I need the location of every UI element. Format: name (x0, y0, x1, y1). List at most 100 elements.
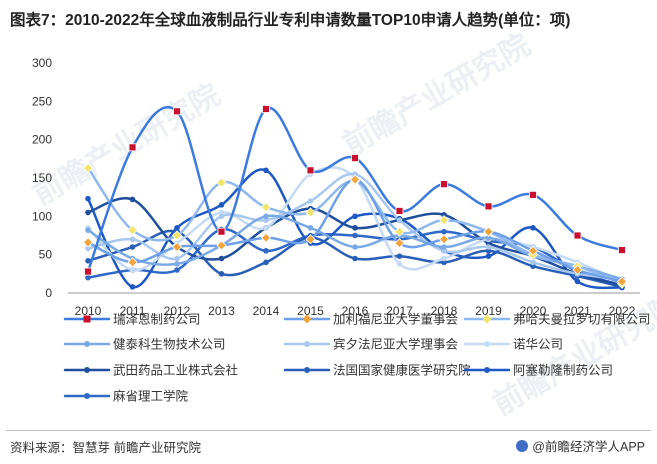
data-point (218, 213, 225, 220)
data-point (485, 248, 492, 254)
data-point (85, 227, 91, 233)
data-point (307, 198, 314, 204)
data-point (438, 215, 450, 226)
data-point (174, 255, 180, 262)
legend-item: 阿塞勒隆制药公司 (463, 363, 613, 378)
data-point (174, 261, 180, 267)
data-point (129, 267, 136, 273)
data-point (263, 213, 269, 220)
data-point (483, 226, 494, 237)
legend-item: 武田药品工业株式会社 (63, 363, 238, 378)
x-tick-label: 2018 (431, 304, 458, 318)
data-point (618, 246, 626, 254)
y-tick-label: 300 (32, 56, 52, 70)
data-point (82, 162, 94, 174)
data-point (82, 237, 94, 248)
legend-marker (302, 314, 312, 324)
data-point (349, 174, 361, 185)
x-tick-label: 2021 (564, 304, 591, 318)
data-point (485, 240, 492, 246)
source-note: 资料来源：智慧芽 前瞻产业研究院 (10, 441, 201, 455)
data-point (174, 267, 180, 273)
x-tick-label: 2014 (253, 304, 280, 318)
data-point (352, 255, 358, 262)
data-point (572, 264, 583, 276)
brand-label: @前瞻经济学人APP (516, 436, 645, 455)
data-point (129, 236, 136, 243)
data-point (129, 196, 136, 203)
legend-item: 诺华公司 (463, 337, 563, 352)
x-tick-label: 2017 (386, 304, 413, 318)
legend-label: 武田药品工业株式会社 (113, 363, 238, 378)
legend-label: 法国国家健康医学研究院 (333, 363, 471, 378)
data-point (438, 234, 450, 245)
data-point (351, 154, 359, 162)
data-point (394, 238, 405, 249)
data-point (440, 180, 448, 189)
data-point (441, 248, 447, 254)
legend-marker (482, 314, 492, 324)
axes: 0 50 100 150 200 250 300 2010 2011 2012 2013 2014 20… (32, 56, 640, 318)
legend-marker (484, 341, 490, 347)
x-tick-label: 2020 (520, 304, 547, 318)
legend-item: 健泰科生物技术公司 (63, 338, 226, 352)
data-point (529, 190, 537, 199)
legend-marker (484, 367, 490, 373)
data-point (85, 274, 91, 281)
legend-label: 宾夕法尼亚大学理事会 (333, 337, 459, 352)
data-point (484, 202, 493, 211)
data-point (263, 217, 269, 223)
x-tick-label: 2012 (164, 304, 191, 318)
data-point (396, 217, 403, 223)
data-point (218, 271, 225, 277)
data-point (85, 195, 91, 202)
data-point (441, 212, 447, 218)
data-point (530, 263, 536, 269)
data-point (263, 259, 269, 266)
data-point (263, 167, 269, 174)
data-point (171, 230, 183, 241)
data-point (260, 232, 272, 243)
legend-marker (84, 341, 90, 347)
legend-item: 弗哈夫曼拉罗切有限公司 (463, 312, 651, 327)
data-point (260, 202, 272, 213)
data-point (485, 244, 492, 250)
legend-item: 宾夕法尼亚大学理事会 (283, 337, 459, 352)
data-point (441, 259, 447, 266)
footer-divider (6, 430, 651, 431)
data-point (263, 225, 269, 231)
data-point (485, 253, 492, 259)
x-tick-label: 2022 (609, 304, 636, 318)
data-point (352, 171, 358, 177)
data-point (441, 228, 447, 235)
brand-logo-icon (516, 439, 529, 452)
data-point (174, 225, 180, 231)
data-point (352, 225, 358, 231)
x-tick-label: 2013 (208, 304, 235, 318)
x-tick-label: 2011 (120, 304, 146, 318)
legend-item: 瑞泽恩制药公司 (63, 313, 201, 327)
data-point (216, 177, 227, 188)
legend-label: 阿塞勒隆制药公司 (513, 363, 613, 378)
data-point (218, 209, 225, 216)
data-point (129, 284, 136, 290)
legend-marker (304, 341, 310, 347)
y-tick-label: 100 (32, 209, 52, 223)
line-chart: 0 50 100 150 200 250 300 2010 2011 2012 2013 2014 20… (32, 56, 651, 404)
data-point (396, 261, 403, 267)
y-tick-label: 200 (32, 133, 52, 147)
y-tick-label: 0 (45, 286, 52, 300)
x-tick-label: 2010 (75, 304, 102, 318)
data-point (216, 240, 227, 251)
data-point (127, 257, 138, 268)
y-tick-label: 250 (32, 94, 52, 108)
legend-marker (84, 367, 90, 373)
chart-title: 图表7：2010-2022年全球血液制品行业专利申请数量TOP10申请人趋势(单… (10, 12, 571, 29)
data-point (85, 245, 91, 252)
data-point (217, 227, 226, 236)
data-point (352, 213, 358, 220)
data-point (395, 207, 404, 215)
y-tick-label: 150 (32, 171, 52, 185)
data-point (573, 231, 582, 240)
